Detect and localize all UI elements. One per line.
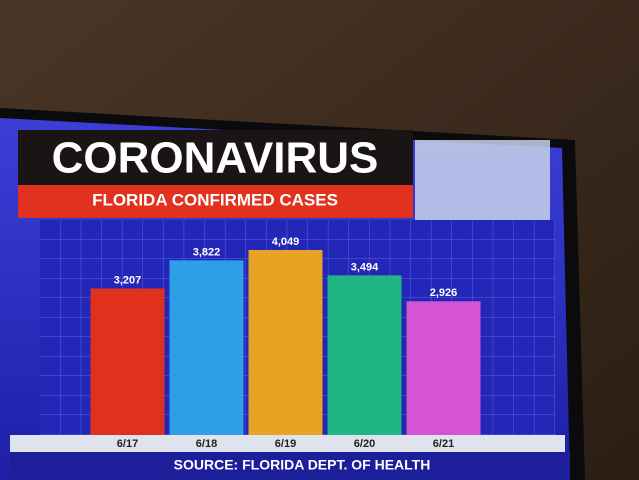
title-banner	[18, 130, 413, 185]
x-tick-label: 6/19	[275, 438, 296, 450]
bar	[327, 275, 402, 435]
bar	[169, 260, 244, 435]
value-label: 4,049	[272, 236, 300, 248]
x-tick-label: 6/21	[433, 438, 454, 450]
source: SOURCE: FLORIDA DEPT. OF HEALTH	[174, 457, 431, 473]
chart-title: CORONAVIRUS	[52, 134, 379, 183]
chart-subtitle: FLORIDA CONFIRMED CASES	[92, 190, 338, 209]
subtitle-banner	[18, 185, 413, 218]
value-label: 2,926	[430, 287, 458, 299]
bar	[90, 288, 165, 435]
value-label: 3,494	[351, 261, 379, 273]
x-tick-label: 6/18	[196, 438, 217, 450]
value-label: 3,822	[193, 246, 221, 258]
bar	[406, 301, 481, 435]
x-tick-label: 6/20	[354, 438, 375, 450]
x-tick-label: 6/17	[117, 438, 138, 450]
category-band	[10, 435, 565, 452]
bar	[248, 250, 323, 435]
value-label: 3,207	[114, 274, 142, 286]
source-band	[10, 452, 570, 480]
test-tube-image	[415, 140, 550, 228]
